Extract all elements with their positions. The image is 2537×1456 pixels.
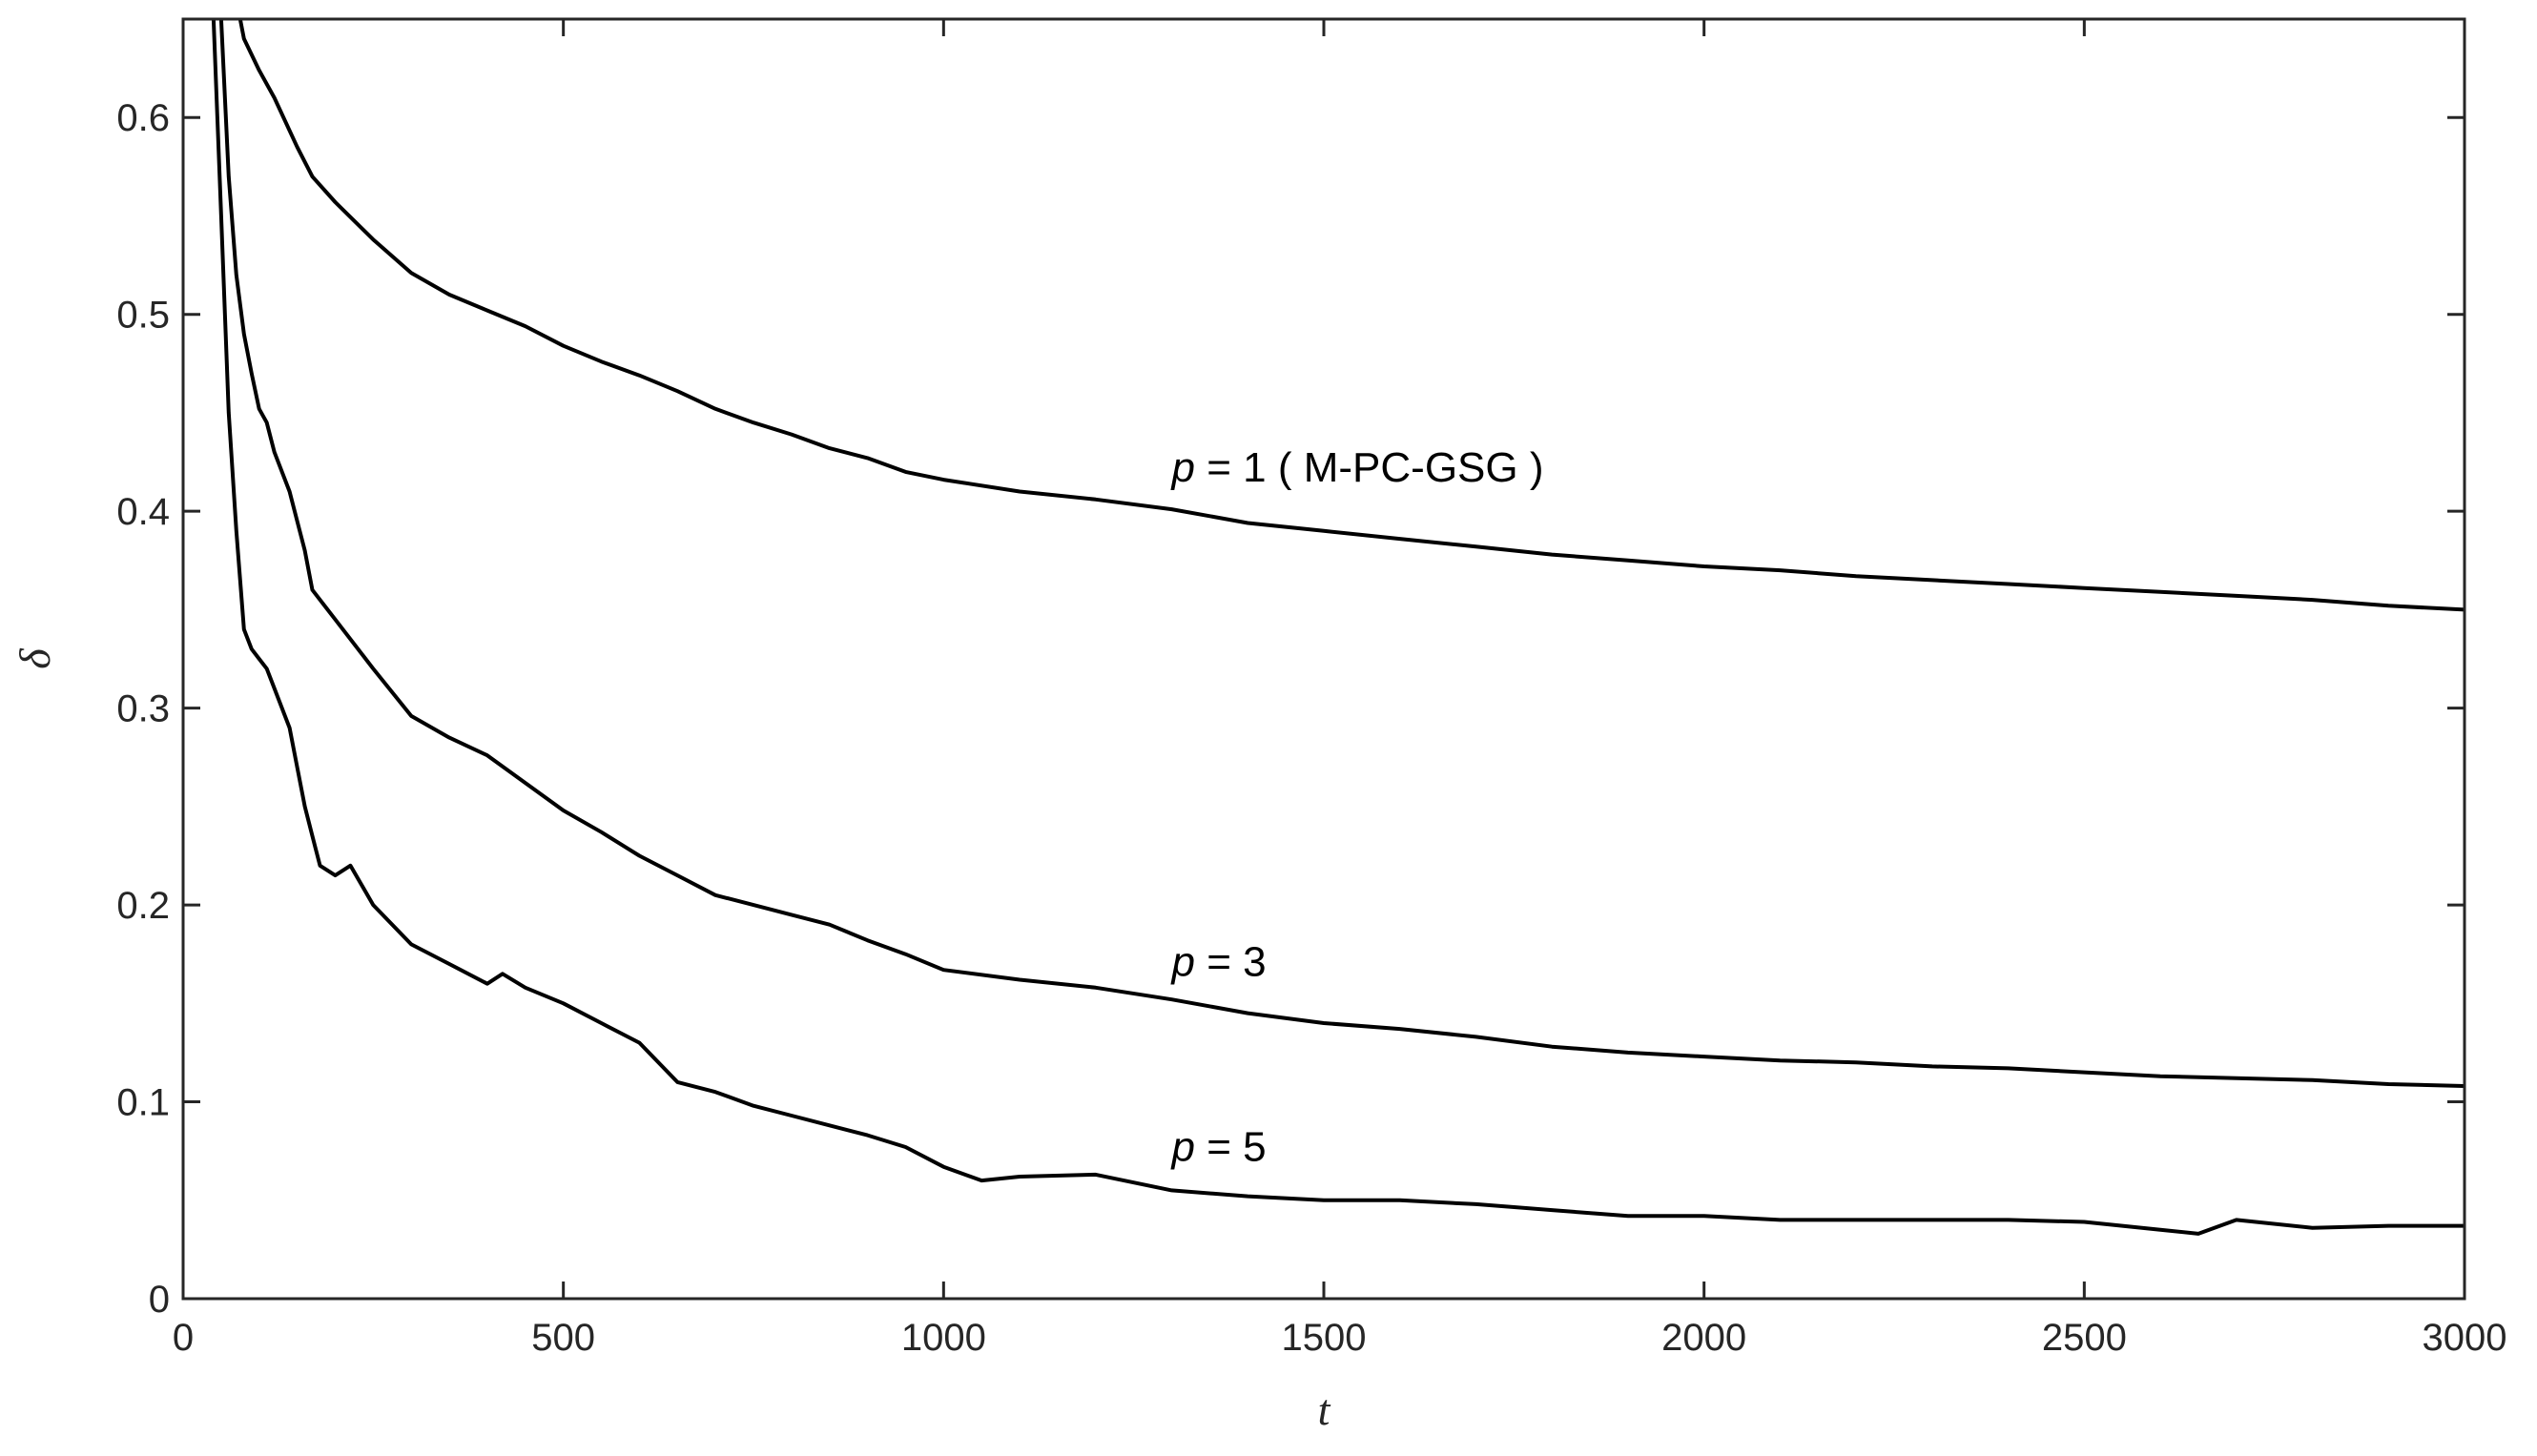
series-annotation-1: p = 1 ( M-PC-GSG ) [1170, 444, 1544, 491]
annotation-value: = 3 [1195, 938, 1267, 985]
series-annotation-3: p = 5 [1170, 1123, 1267, 1170]
series-line-2 [218, 19, 2465, 1088]
annotation-variable: p [1170, 444, 1195, 491]
annotation-variable: p [1170, 1123, 1195, 1170]
x-tick-label: 2500 [2042, 1317, 2127, 1359]
x-tick-label: 0 [173, 1317, 194, 1359]
annotation-variable: p [1170, 938, 1195, 985]
x-tick-label: 1000 [901, 1317, 986, 1359]
series-line-1 [237, 19, 2465, 612]
x-tick-label: 500 [531, 1317, 595, 1359]
series-line-3 [211, 19, 2465, 1236]
y-axis-label: δ [10, 648, 59, 669]
annotation-value: = 5 [1195, 1123, 1267, 1170]
annotation-value: = 1 ( M-PC-GSG ) [1195, 444, 1543, 491]
y-tick-label: 0.5 [116, 295, 170, 337]
plot-frame [181, 17, 2466, 1301]
y-tick-label: 0.4 [116, 491, 170, 533]
y-tick-label: 0.1 [116, 1082, 170, 1124]
y-tick-label: 0.3 [116, 688, 170, 730]
annotation-layer: p = 1 ( M-PC-GSG )p = 3p = 5 [1170, 444, 1544, 1170]
x-axis-label: t [1318, 1385, 1331, 1434]
y-tick-label: 0 [149, 1279, 170, 1321]
series-annotation-2: p = 3 [1170, 938, 1267, 985]
x-tick-label: 3000 [2423, 1317, 2507, 1359]
x-tick-label: 1500 [1282, 1317, 1367, 1359]
y-tick-label: 0.6 [116, 97, 170, 139]
y-tick-label: 0.2 [116, 885, 170, 927]
series-layer [211, 19, 2465, 1236]
x-tick-label: 2000 [1661, 1317, 1746, 1359]
